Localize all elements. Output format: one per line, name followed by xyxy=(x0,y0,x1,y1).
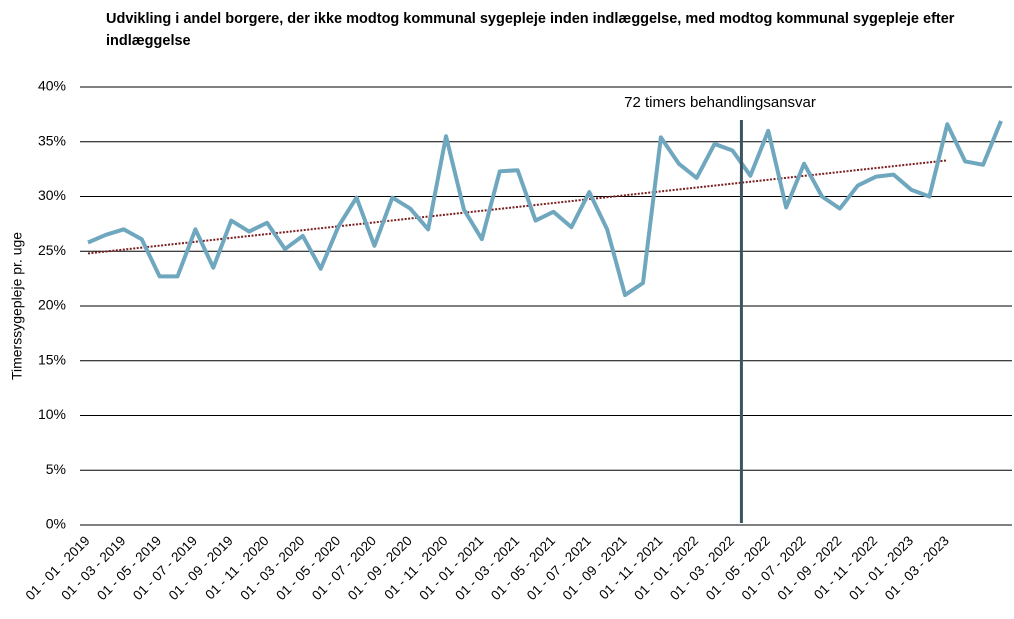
y-tick-label: 10% xyxy=(38,406,66,422)
y-tick-label: 20% xyxy=(38,297,66,313)
x-tick-label: 01 - 03 - 2023 xyxy=(882,533,952,603)
chart-title: Udvikling i andel borgere, der ikke modt… xyxy=(106,11,955,49)
y-tick-label: 35% xyxy=(38,132,66,148)
y-tick-label: 25% xyxy=(38,242,66,258)
y-tick-label: 0% xyxy=(46,516,66,532)
trend-line xyxy=(87,159,948,255)
y-tick-label: 40% xyxy=(38,78,66,94)
y-axis-label: Timerssygepleje pr. uge xyxy=(9,232,25,380)
y-tick-label: 5% xyxy=(46,461,66,477)
y-tick-label: 30% xyxy=(38,187,66,203)
annotation-text: 72 timers behandlingsansvar xyxy=(624,94,816,111)
y-tick-label: 15% xyxy=(38,351,66,367)
data-line xyxy=(87,120,1003,298)
